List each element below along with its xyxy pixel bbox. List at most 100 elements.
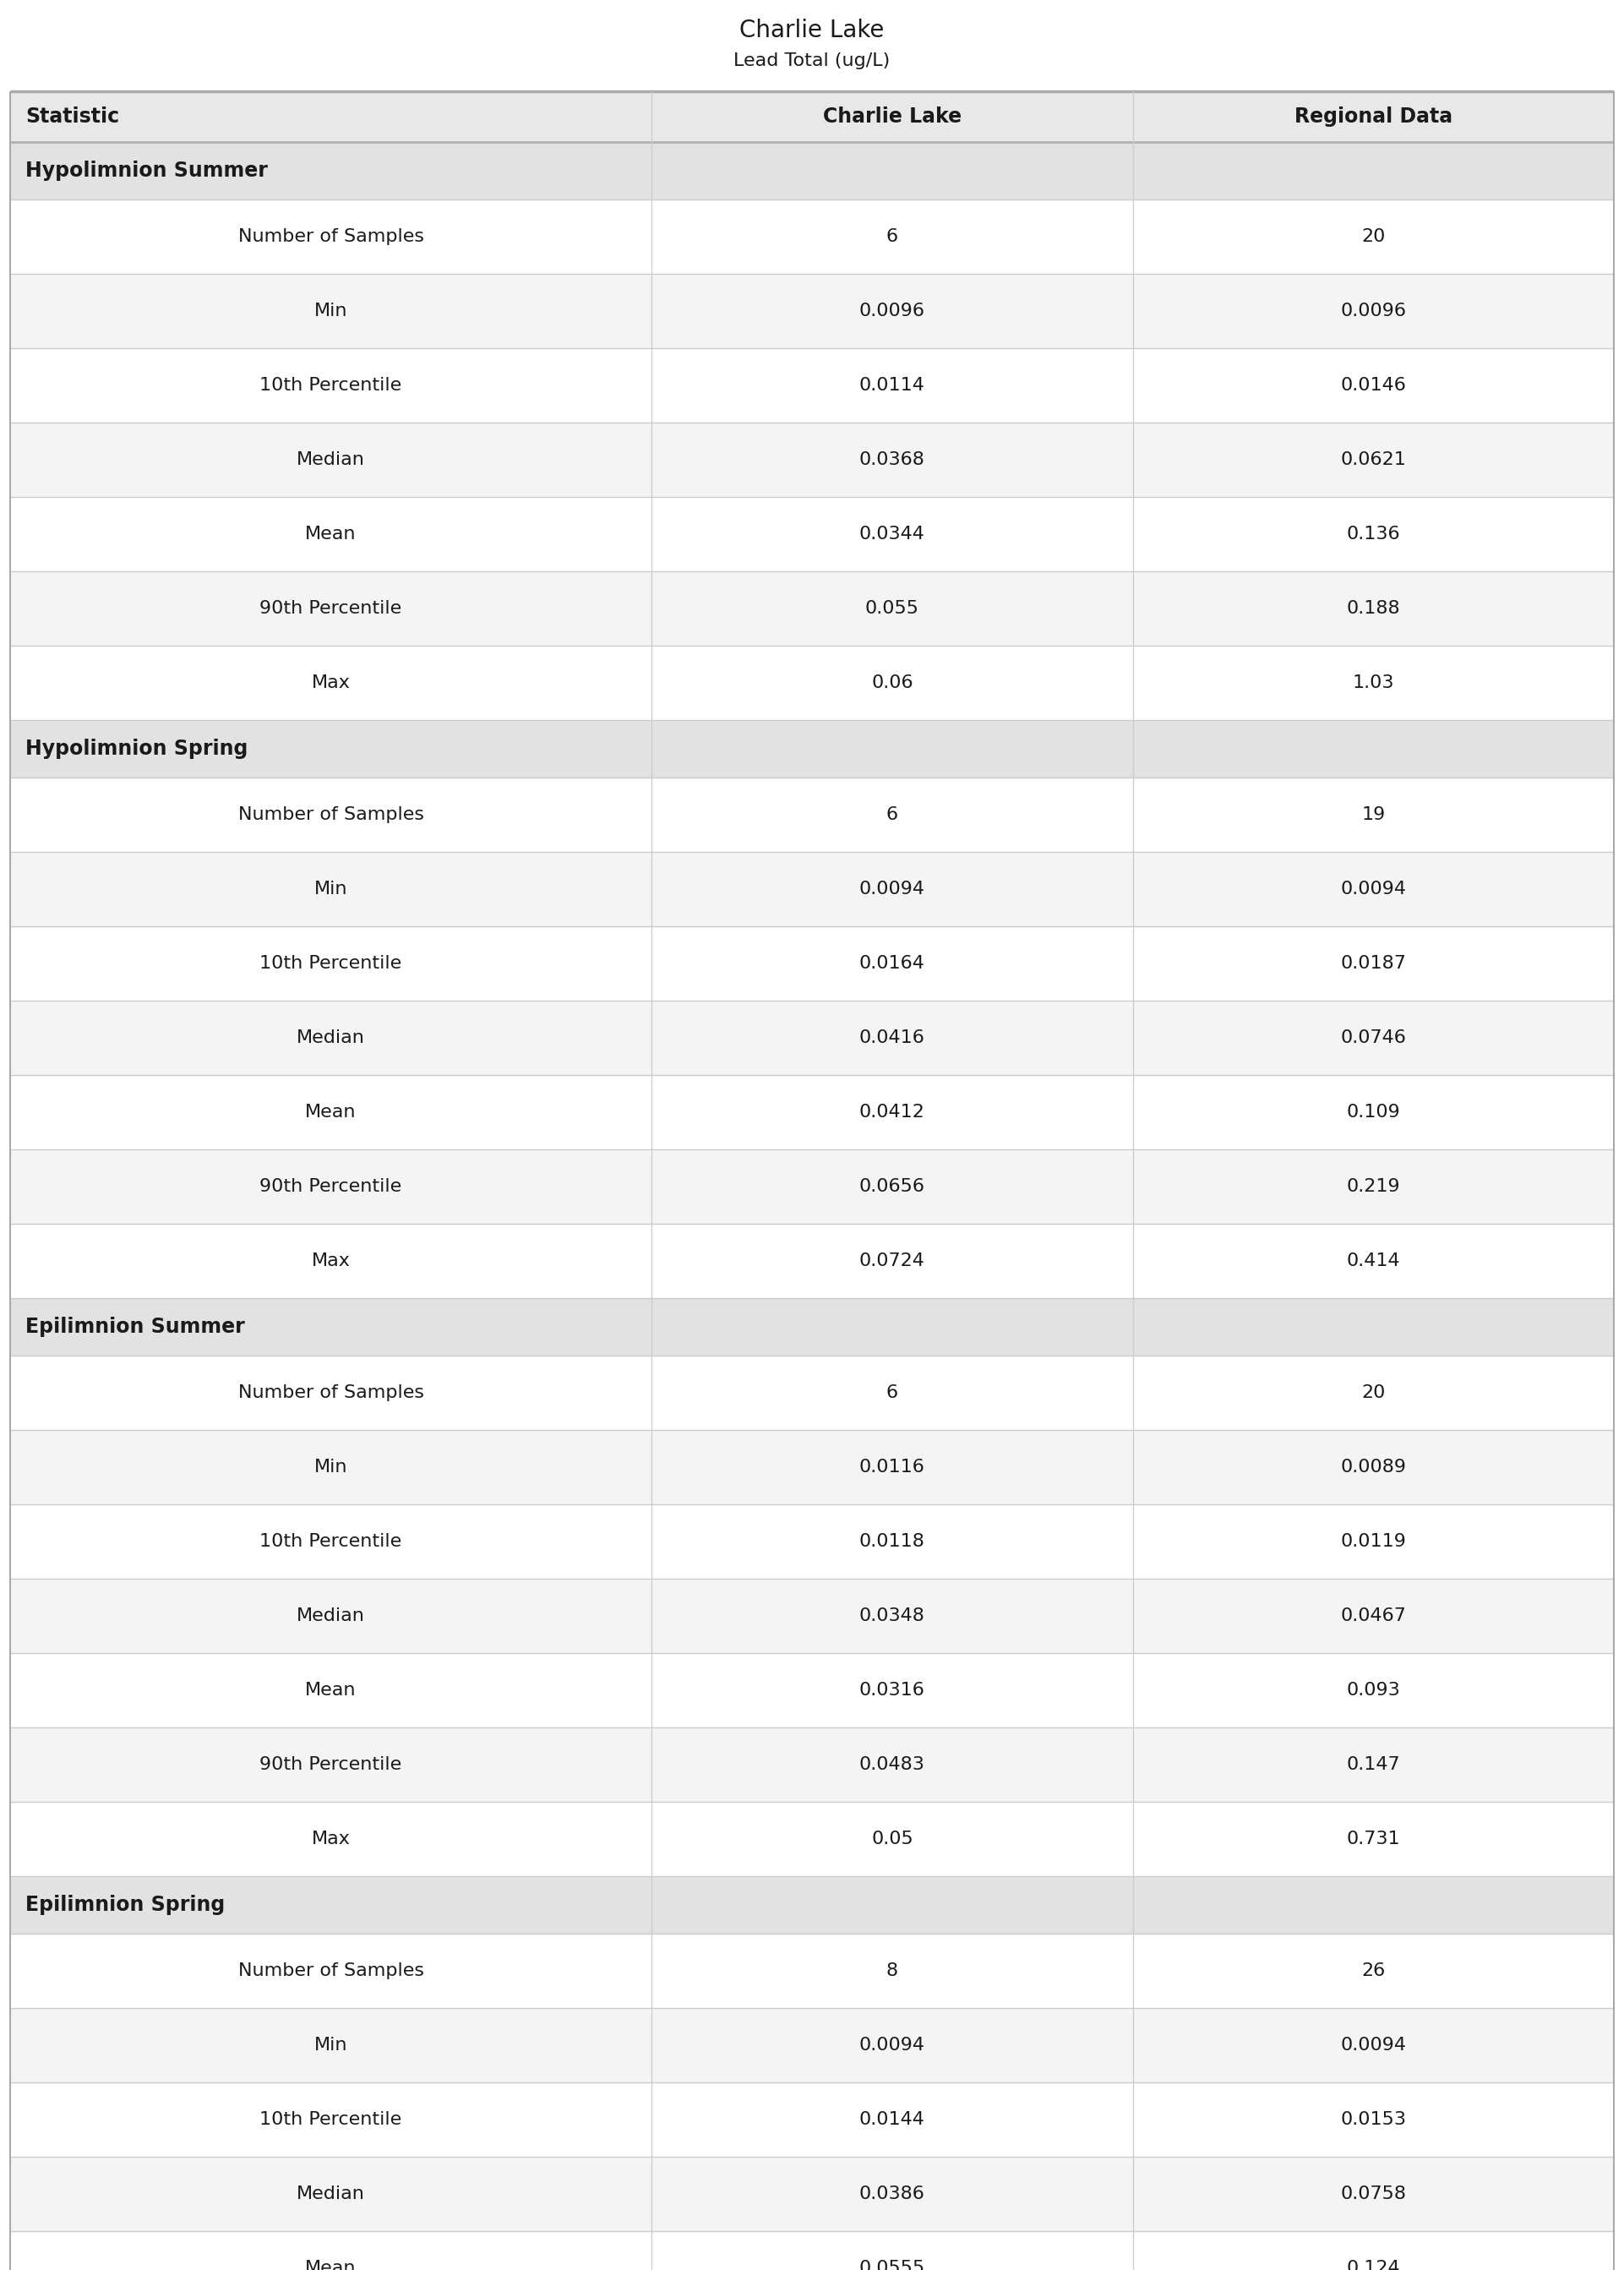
Bar [10,1505,1614,1578]
Text: 10th Percentile: 10th Percentile [260,2111,403,2127]
Text: 0.0724: 0.0724 [859,1253,926,1269]
Bar [10,1224,1614,1298]
Text: 0.0344: 0.0344 [859,527,926,543]
Text: 0.0187: 0.0187 [1340,956,1406,972]
Text: 0.0114: 0.0114 [859,377,926,393]
Text: Charlie Lake: Charlie Lake [823,107,961,127]
Text: Max: Max [312,674,351,692]
Text: 0.0467: 0.0467 [1340,1607,1406,1625]
Text: 0.0094: 0.0094 [859,881,926,897]
Bar [10,143,1614,200]
Bar [10,2009,1614,2082]
Bar [10,1934,1614,2009]
Text: 90th Percentile: 90th Percentile [260,1178,403,1194]
Text: Lead Total (ug/L): Lead Total (ug/L) [734,52,890,68]
Text: 0.124: 0.124 [1346,2261,1400,2270]
Text: Median: Median [297,1607,365,1625]
Text: 0.0119: 0.0119 [1340,1532,1406,1550]
Text: 19: 19 [1361,806,1385,824]
Text: 0.0116: 0.0116 [859,1460,926,1476]
Text: Min: Min [313,1460,348,1476]
Text: Min: Min [313,2036,348,2054]
Text: Median: Median [297,1028,365,1046]
Text: Mean: Mean [305,2261,356,2270]
Text: Number of Samples: Number of Samples [239,1385,424,1401]
Text: Charlie Lake: Charlie Lake [739,18,885,43]
Text: 0.0096: 0.0096 [859,302,926,320]
Bar [10,645,1614,720]
Text: 0.0412: 0.0412 [859,1103,926,1121]
Text: 20: 20 [1361,229,1385,245]
Text: 26: 26 [1361,1961,1385,1979]
Text: Mean: Mean [305,1103,356,1121]
Bar [10,1727,1614,1802]
Bar [10,1430,1614,1505]
Text: Regional Data: Regional Data [1294,107,1452,127]
Text: Min: Min [313,302,348,320]
Bar [10,1578,1614,1653]
Text: Mean: Mean [305,1682,356,1698]
Text: 0.136: 0.136 [1346,527,1400,543]
Bar [10,2156,1614,2231]
Text: Mean: Mean [305,527,356,543]
Bar [10,497,1614,572]
Text: 0.0118: 0.0118 [859,1532,926,1550]
Text: 0.0656: 0.0656 [859,1178,926,1194]
Text: 0.0089: 0.0089 [1340,1460,1406,1476]
Text: Median: Median [297,2186,365,2202]
Text: 0.0094: 0.0094 [859,2036,926,2054]
Text: 0.0386: 0.0386 [859,2186,926,2202]
Bar [10,2082,1614,2156]
Bar [10,1001,1614,1076]
Text: 0.0758: 0.0758 [1340,2186,1406,2202]
Text: 10th Percentile: 10th Percentile [260,956,403,972]
Text: 10th Percentile: 10th Percentile [260,1532,403,1550]
Text: 0.0146: 0.0146 [1340,377,1406,393]
Bar [10,2231,1614,2270]
Text: Number of Samples: Number of Samples [239,806,424,824]
Text: 8: 8 [887,1961,898,1979]
Text: 0.0094: 0.0094 [1340,881,1406,897]
Text: Hypolimnion Summer: Hypolimnion Summer [26,161,268,182]
Text: 0.109: 0.109 [1346,1103,1400,1121]
Text: 0.0483: 0.0483 [859,1757,926,1773]
Text: Max: Max [312,1253,351,1269]
Bar [10,572,1614,645]
Bar [10,1802,1614,1877]
Text: 0.731: 0.731 [1346,1830,1400,1848]
Text: 0.414: 0.414 [1346,1253,1400,1269]
Text: Hypolimnion Spring: Hypolimnion Spring [26,738,248,758]
Bar [10,91,1614,143]
Text: 0.0348: 0.0348 [859,1607,926,1625]
Bar [10,1149,1614,1224]
Text: 0.0555: 0.0555 [859,2261,926,2270]
Text: 1.03: 1.03 [1353,674,1395,692]
Bar [10,779,1614,851]
Text: Statistic: Statistic [26,107,119,127]
Text: 0.0153: 0.0153 [1340,2111,1406,2127]
Text: 0.0096: 0.0096 [1340,302,1406,320]
Text: 20: 20 [1361,1385,1385,1401]
Text: 0.188: 0.188 [1346,599,1400,617]
Text: 0.0416: 0.0416 [859,1028,926,1046]
Text: 0.093: 0.093 [1346,1682,1400,1698]
Text: 6: 6 [887,229,898,245]
Text: 0.055: 0.055 [866,599,919,617]
Text: 0.0144: 0.0144 [859,2111,926,2127]
Bar [10,720,1614,779]
Text: 6: 6 [887,1385,898,1401]
Text: 0.147: 0.147 [1346,1757,1400,1773]
Text: 0.0746: 0.0746 [1340,1028,1406,1046]
Text: Number of Samples: Number of Samples [239,1961,424,1979]
Bar [10,1076,1614,1149]
Bar [10,1653,1614,1727]
Text: Epilimnion Summer: Epilimnion Summer [26,1317,245,1337]
Text: 90th Percentile: 90th Percentile [260,599,403,617]
Bar [10,1298,1614,1355]
Bar [10,1355,1614,1430]
Bar [10,275,1614,347]
Bar [10,422,1614,497]
Text: 0.0368: 0.0368 [859,452,926,468]
Bar [10,1877,1614,1934]
Text: 0.05: 0.05 [870,1830,913,1848]
